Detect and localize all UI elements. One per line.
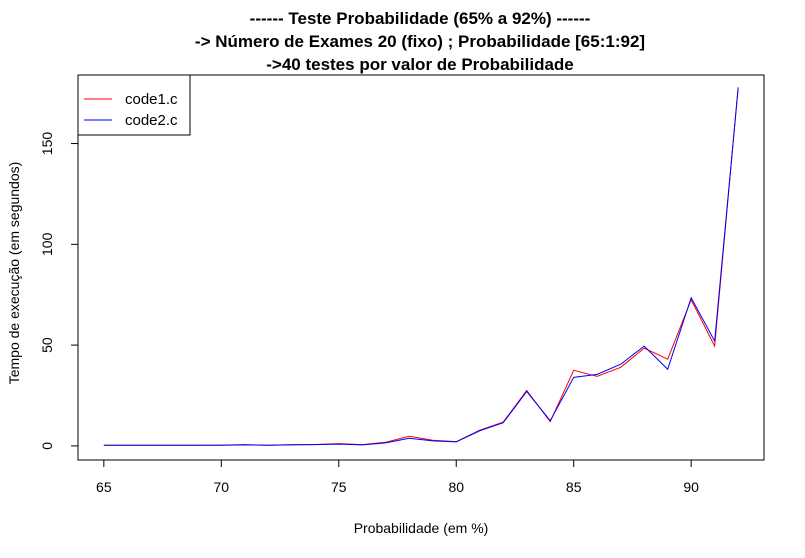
legend-label-code1: code1.c <box>125 91 178 108</box>
x-tick-label: 75 <box>331 479 347 495</box>
chart-title-line-2: -> Número de Exames 20 (fixo) ; Probabil… <box>195 32 645 51</box>
y-tick-label: 100 <box>39 232 55 256</box>
x-tick-label: 80 <box>448 479 464 495</box>
legend-box <box>77 74 191 136</box>
y-axis-label: Tempo de execução (em segundos) <box>6 162 22 385</box>
x-tick-label: 90 <box>683 479 699 495</box>
series-layer <box>103 87 739 446</box>
y-tick-label: 150 <box>39 132 55 156</box>
legend-label-code2: code2.c <box>125 112 178 129</box>
chart-title-line-3: ->40 testes por valor de Probabilidade <box>266 55 574 74</box>
legend: code1.c code2.c <box>77 74 191 136</box>
y-tick-label: 0 <box>39 442 55 450</box>
x-tick-label: 65 <box>96 479 112 495</box>
plot-area <box>77 74 765 461</box>
y-axis: 0 50 100 150 <box>39 132 78 450</box>
series-line-code2-c <box>103 88 739 446</box>
x-axis-label: Probabilidade (em %) <box>354 520 489 536</box>
x-tick-label: 70 <box>214 479 230 495</box>
series-line-code1-c <box>103 87 739 446</box>
x-tick-label: 85 <box>566 479 582 495</box>
chart-title-line-1: ------ Teste Probabilidade (65% a 92%) -… <box>250 9 591 28</box>
x-axis: 65 70 75 80 85 90 <box>96 460 699 495</box>
chart-title: ------ Teste Probabilidade (65% a 92%) -… <box>195 9 645 74</box>
y-tick-label: 50 <box>39 337 55 353</box>
